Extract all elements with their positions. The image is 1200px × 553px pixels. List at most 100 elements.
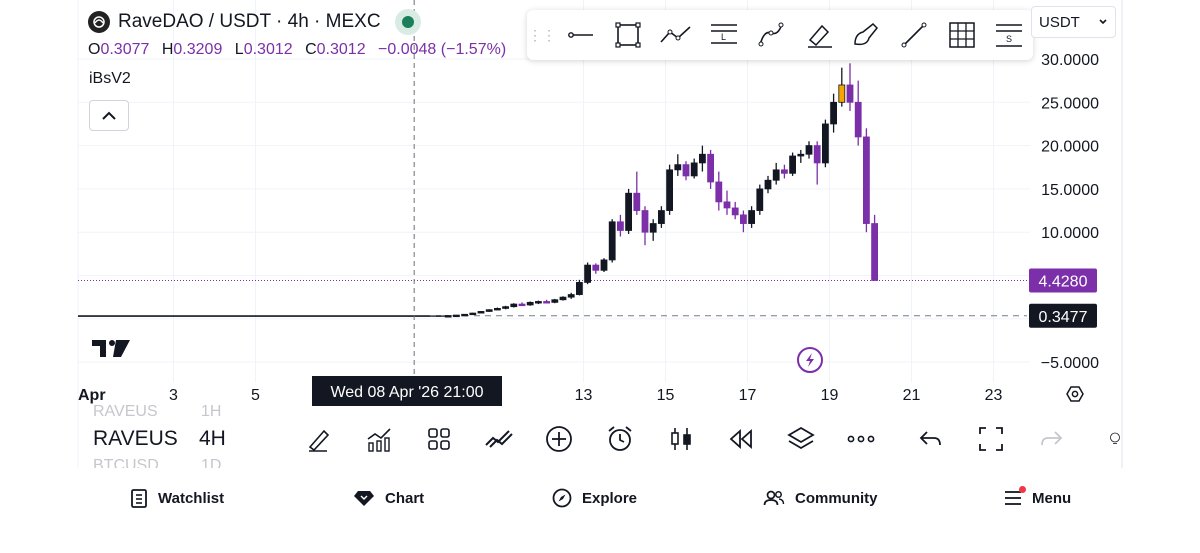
candle <box>781 164 788 179</box>
y-tick-label: 30.0000 <box>1041 52 1099 69</box>
drawing-toolbar: ⋮⋮ L S <box>527 10 1033 60</box>
ohlc-legend: O0.3077 H0.3209 L0.3012 C0.3012 −0.0048 … <box>88 41 507 58</box>
community-icon <box>763 490 785 506</box>
rectangle-tool-icon[interactable] <box>605 10 653 60</box>
candle <box>576 279 583 296</box>
candle-body <box>452 314 460 318</box>
candle-body <box>608 221 616 261</box>
candle-body <box>592 264 600 271</box>
chevron-up-icon <box>102 111 116 120</box>
candle-body <box>633 192 641 211</box>
candle <box>756 184 764 215</box>
candle <box>805 141 813 159</box>
candle-body <box>600 259 608 271</box>
nav-community[interactable]: Community <box>763 486 878 510</box>
indicator-label[interactable]: iBsV2 <box>89 70 131 87</box>
candle <box>584 262 591 285</box>
path-tool-icon[interactable] <box>652 10 700 60</box>
short-position-tool-icon[interactable]: S <box>985 10 1033 60</box>
collapse-legend-button[interactable] <box>89 100 129 131</box>
nav-chart[interactable]: Chart <box>353 486 424 510</box>
drag-handle-icon[interactable]: ⋮⋮ <box>528 26 556 43</box>
idea-bulb-icon[interactable] <box>1108 424 1122 454</box>
candle <box>600 258 608 273</box>
candle-body <box>830 101 837 125</box>
candle <box>551 298 559 304</box>
redo-icon[interactable] <box>1036 424 1066 454</box>
nav-menu[interactable]: Menu <box>1004 486 1071 510</box>
candle-body <box>649 223 657 233</box>
candle <box>452 314 460 318</box>
candle-body <box>748 210 755 224</box>
curve-tool-icon[interactable] <box>747 10 795 60</box>
trend-line-tool-icon[interactable] <box>557 10 605 60</box>
chart-bottom-toolbar: RAVEUS 1H RAVEUS 4H BTCUSD 1D <box>78 403 1122 474</box>
candle <box>871 214 878 281</box>
candle <box>854 80 862 146</box>
alarm-clock-icon[interactable] <box>605 424 635 454</box>
candle-body <box>707 153 714 183</box>
brush-tool-icon[interactable] <box>795 10 843 60</box>
candle <box>649 219 657 241</box>
candle-body <box>871 223 878 281</box>
fullscreen-icon[interactable] <box>976 424 1006 454</box>
indicators-icon[interactable] <box>364 424 394 454</box>
x-tick-label: 19 <box>821 387 839 404</box>
nav-watchlist[interactable]: Watchlist <box>130 486 224 510</box>
symbol-button[interactable]: RAVEUS <box>93 427 178 450</box>
add-circle-icon[interactable] <box>544 424 574 454</box>
ray-tool-icon[interactable] <box>890 10 938 60</box>
candle <box>813 141 821 185</box>
grid-tool-icon[interactable] <box>938 10 986 60</box>
y-tick-label: 10.0000 <box>1041 225 1099 242</box>
candle <box>707 149 714 189</box>
svg-text:L: L <box>721 32 726 42</box>
x-tick-label: 13 <box>575 387 593 404</box>
chart-diamond-icon <box>354 491 374 506</box>
more-dots-icon[interactable] <box>846 424 876 454</box>
candle-body <box>822 123 829 164</box>
layers-icon[interactable] <box>786 424 816 454</box>
compare-icon[interactable] <box>484 424 514 454</box>
market-open-icon <box>394 9 421 35</box>
timeframe-button[interactable]: 4H <box>199 427 226 450</box>
layouts-grid-icon[interactable] <box>424 424 454 454</box>
candle <box>608 219 616 263</box>
long-position-tool-icon[interactable]: L <box>700 10 748 60</box>
x-tick-label: Apr <box>78 387 106 404</box>
candle-body <box>551 299 559 303</box>
candle-body <box>781 169 788 174</box>
nav-explore[interactable]: Explore <box>552 486 637 510</box>
candle <box>493 307 501 311</box>
undo-icon[interactable] <box>916 424 946 454</box>
candle-body <box>444 315 452 318</box>
axis-settings-icon[interactable] <box>1066 386 1084 402</box>
currency-select[interactable]: USDT <box>1031 6 1116 38</box>
candle-body <box>838 84 846 103</box>
y-tick-label: 20.0000 <box>1041 139 1099 156</box>
candles-icon[interactable] <box>666 424 696 454</box>
candle-body <box>493 308 501 311</box>
x-tick-label: 21 <box>903 387 921 404</box>
lightning-event-icon[interactable] <box>797 347 823 373</box>
candle-body <box>584 264 591 283</box>
x-tick-label: 3 <box>169 387 178 404</box>
last-price-label-box <box>1029 268 1097 293</box>
candle <box>592 263 600 274</box>
y-tick-label: 25.0000 <box>1041 95 1099 112</box>
crosshair-date-label: Wed 08 Apr '26 21:00 <box>330 384 483 401</box>
candle-body <box>658 210 665 224</box>
replay-icon[interactable] <box>726 424 756 454</box>
candle <box>822 119 829 168</box>
x-tick-label: 5 <box>251 387 260 404</box>
candle <box>510 303 518 308</box>
candle <box>633 171 641 215</box>
symbol-title[interactable]: RaveDAO / USDT · 4h · MEXC <box>118 11 381 32</box>
x-tick-label: 15 <box>657 387 675 404</box>
draw-pen-icon[interactable] <box>304 424 334 454</box>
highlighter-tool-icon[interactable] <box>843 10 891 60</box>
candle <box>797 149 805 163</box>
candle-body <box>526 301 534 306</box>
chart-header: RaveDAO / USDT · 4h · MEXC <box>88 9 421 35</box>
